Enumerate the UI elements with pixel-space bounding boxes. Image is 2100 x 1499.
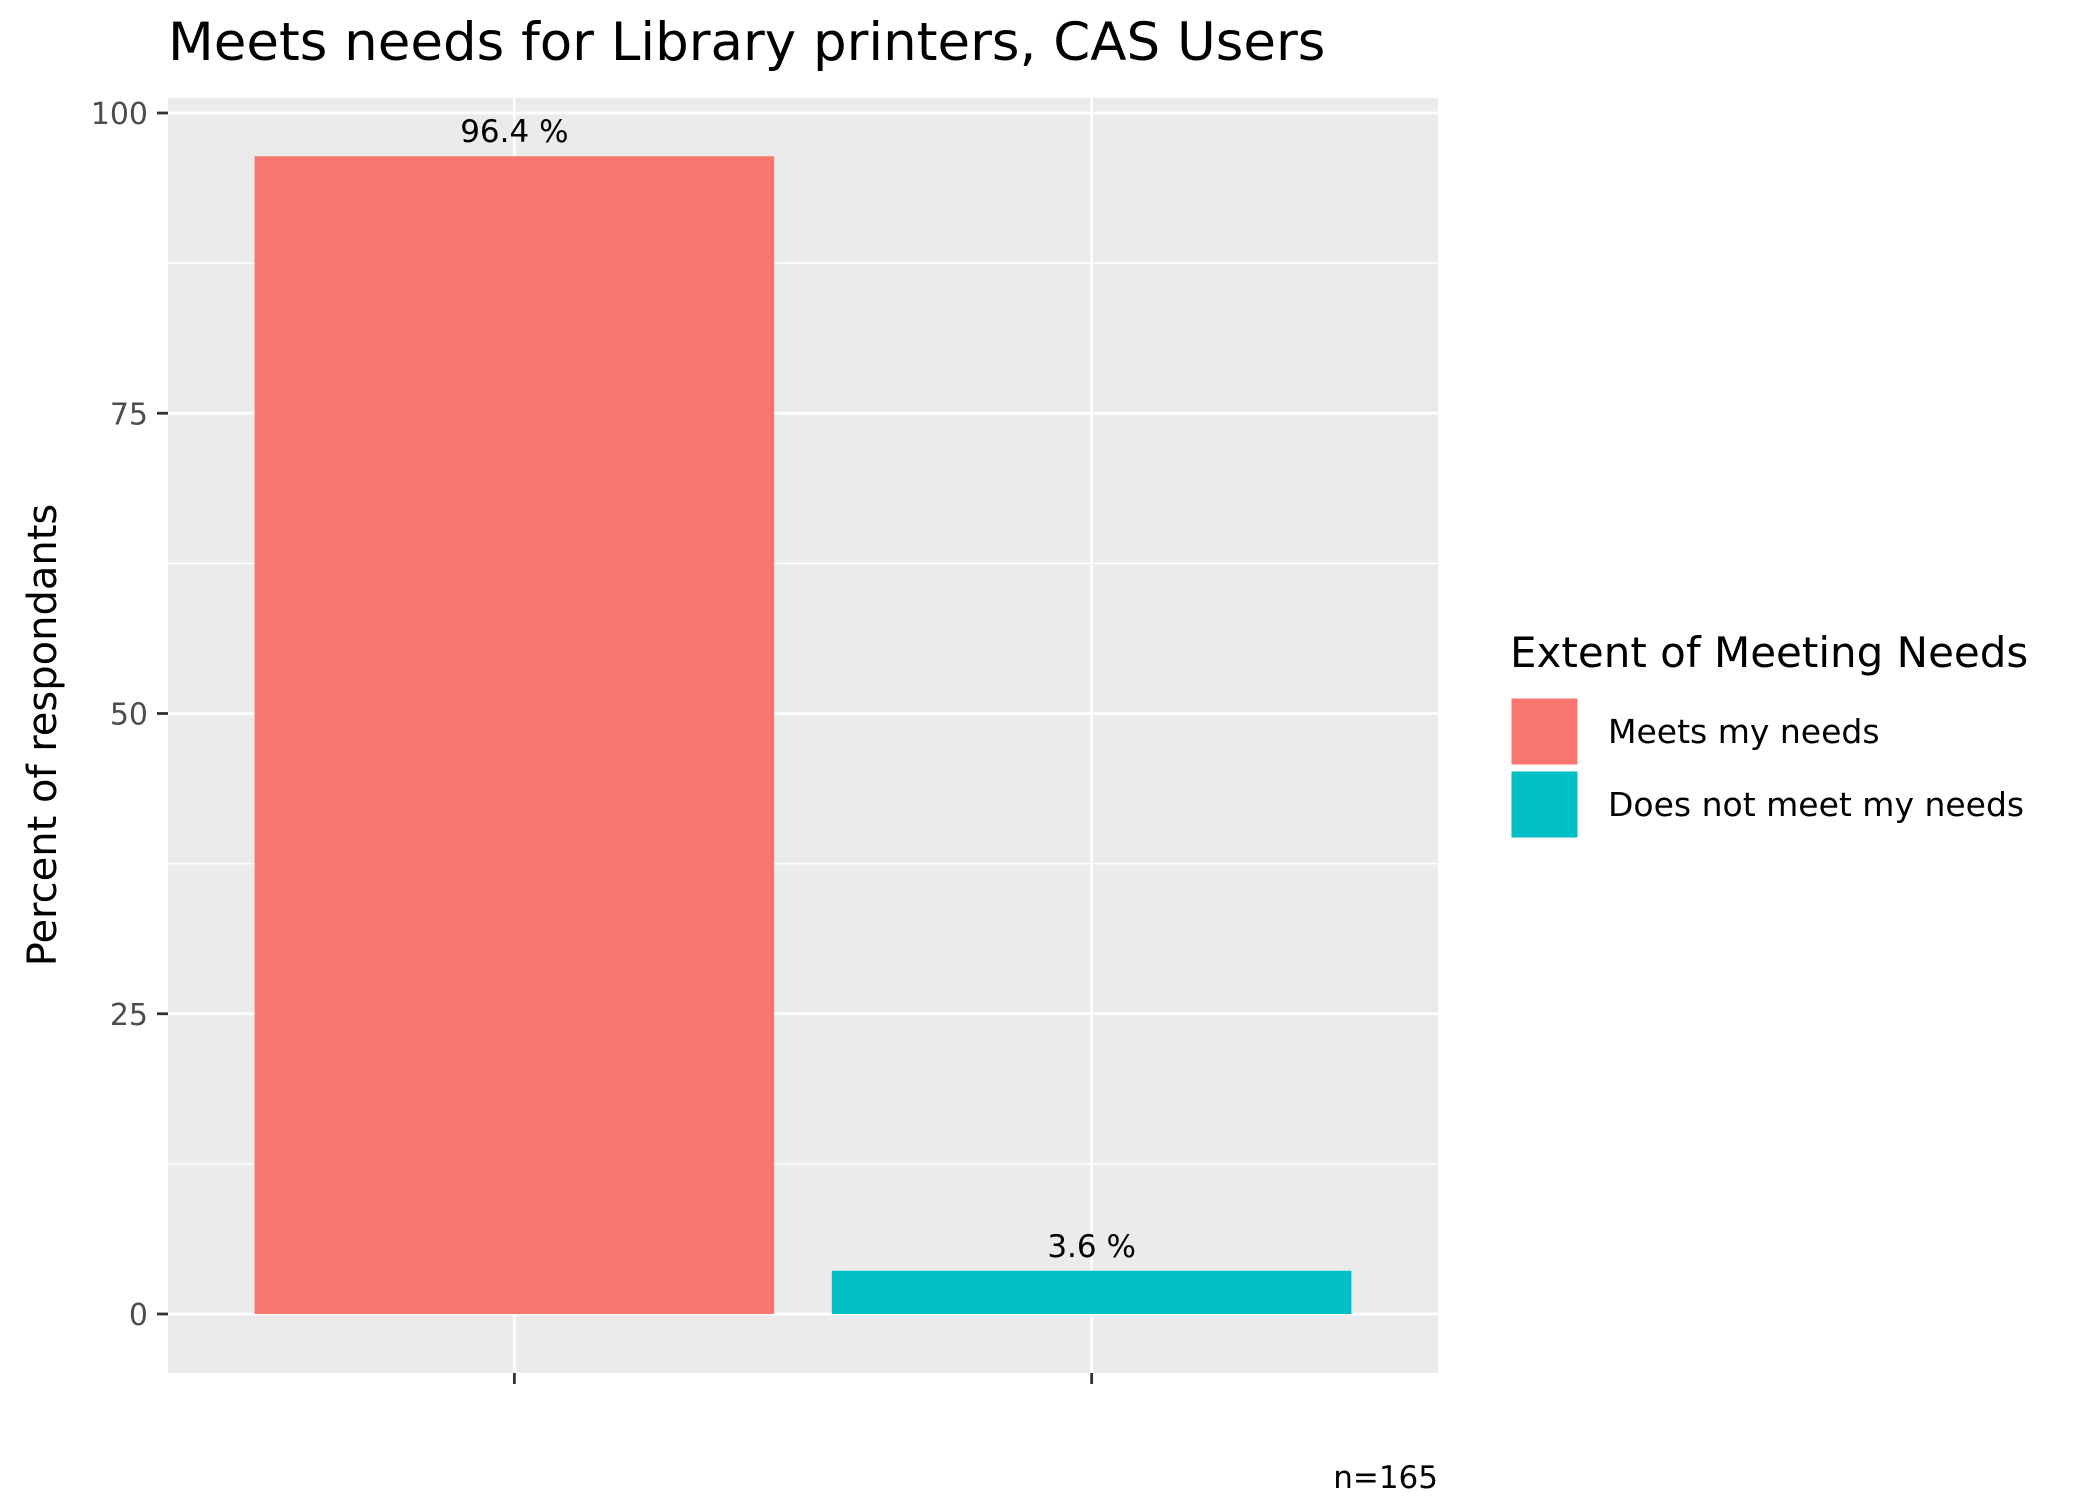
legend: Extent of Meeting Needs Meets my needs Do…: [1508, 628, 2028, 841]
bar-value-label: 96.4 %: [460, 114, 568, 150]
legend-title: Extent of Meeting Needs: [1510, 628, 2028, 677]
legend-item-label: Does not meet my needs: [1608, 785, 2024, 824]
legend-swatch: [1508, 768, 1581, 841]
y-tick-label: 75: [110, 397, 148, 432]
chart-title: Meets needs for Library printers, CAS Us…: [168, 12, 1325, 73]
bar-meets-needs: [254, 156, 775, 1315]
y-tick-label: 0: [129, 1298, 148, 1333]
y-tick-label: 100: [91, 97, 148, 132]
bar-value-label: 3.6 %: [1047, 1229, 1136, 1265]
x-axis: [512, 1373, 1094, 1384]
y-axis: 0 25 50 75 100: [91, 97, 168, 1333]
bar-does-not-meet-needs: [831, 1270, 1352, 1314]
sample-size-caption: n=165: [1333, 1460, 1438, 1496]
y-tick-label: 25: [110, 998, 148, 1033]
bar-value-labels: 96.4 % 3.6 %: [460, 114, 1136, 1265]
y-tick-label: 50: [110, 698, 148, 733]
bars: [254, 156, 1352, 1315]
legend-item-label: Meets my needs: [1608, 712, 1880, 751]
legend-swatch: [1508, 695, 1581, 768]
y-axis-title: Percent of respondants: [20, 504, 66, 967]
